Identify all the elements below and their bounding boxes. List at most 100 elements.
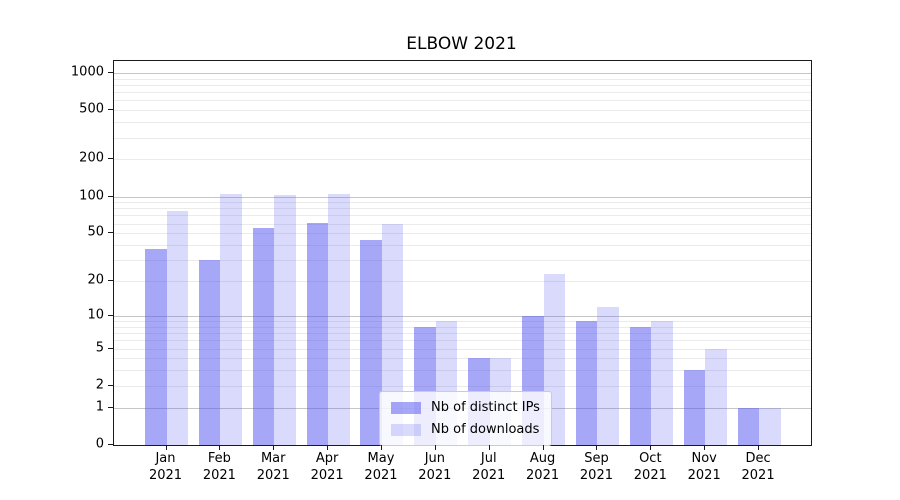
y-tick-mark xyxy=(108,109,113,111)
x-tick-mark xyxy=(219,445,221,450)
x-tick-month: Aug xyxy=(529,451,556,466)
bar-nb-of-distinct-ips xyxy=(252,228,275,445)
legend-label: Nb of distinct IPs xyxy=(431,400,540,415)
gridline-minor xyxy=(114,92,811,94)
gridline-minor xyxy=(114,122,811,124)
legend-label: Nb of downloads xyxy=(431,422,540,437)
plot-area: Nb of distinct IPs Nb of downloads xyxy=(113,60,812,446)
x-axis-tick-label: Jul 2021 xyxy=(454,451,524,485)
gridline-major xyxy=(114,73,811,74)
gridline-minor xyxy=(114,137,811,139)
x-tick-year: 2021 xyxy=(418,467,452,483)
y-tick-mark xyxy=(108,72,113,73)
x-axis-tick-label: Oct 2021 xyxy=(615,451,685,485)
x-axis-tick-label: May 2021 xyxy=(346,451,416,485)
x-tick-mark xyxy=(273,445,275,450)
bar-nb-of-downloads xyxy=(274,195,296,445)
x-tick-month: Apr xyxy=(315,451,339,466)
x-tick-month: Jun xyxy=(424,451,445,466)
bar-nb-of-downloads xyxy=(220,193,242,445)
x-tick-year: 2021 xyxy=(472,467,506,483)
gridline-minor xyxy=(114,385,811,387)
y-axis-tick-label: 50 xyxy=(87,224,104,240)
x-tick-mark xyxy=(165,445,167,450)
legend-item: Nb of distinct IPs xyxy=(391,400,540,415)
x-tick-year: 2021 xyxy=(687,467,721,483)
x-tick-month: Dec xyxy=(745,451,771,466)
bar-nb-of-distinct-ips xyxy=(360,240,382,445)
y-tick-mark xyxy=(108,314,113,316)
y-axis-tick-label: 5 xyxy=(95,340,104,356)
gridline-minor xyxy=(114,358,811,360)
x-tick-year: 2021 xyxy=(364,467,398,483)
gridline-minor xyxy=(114,281,811,283)
y-tick-mark xyxy=(108,195,113,197)
x-tick-month: Jan xyxy=(155,451,176,466)
gridline-minor xyxy=(114,100,811,102)
gridline-minor xyxy=(114,208,811,210)
y-tick-mark xyxy=(108,444,113,445)
x-tick-mark xyxy=(542,445,544,450)
y-tick-mark xyxy=(108,384,113,386)
x-tick-mark xyxy=(650,445,652,450)
x-tick-month: May xyxy=(367,451,395,466)
gridline-minor xyxy=(114,370,811,372)
legend-swatch xyxy=(391,401,421,414)
x-tick-mark xyxy=(758,445,760,450)
bar-nb-of-distinct-ips xyxy=(198,260,221,445)
bar-nb-of-distinct-ips xyxy=(306,222,329,445)
bar-nb-of-distinct-ips xyxy=(575,321,598,445)
gridline-minor xyxy=(114,85,811,86)
x-axis-tick-label: Dec 2021 xyxy=(723,451,793,485)
legend-item: Nb of downloads xyxy=(391,422,540,437)
y-axis-tick-label: 2 xyxy=(95,377,104,393)
bar-nb-of-downloads xyxy=(328,194,350,445)
chart-title: ELBOW 2021 xyxy=(406,34,517,54)
x-tick-year: 2021 xyxy=(148,467,183,483)
x-axis-tick-label: Nov 2021 xyxy=(669,451,739,485)
y-axis-tick-label: 20 xyxy=(87,272,104,288)
x-tick-month: Feb xyxy=(207,451,231,466)
gridline-major xyxy=(114,196,811,198)
x-axis-tick-label: Feb 2021 xyxy=(184,451,254,485)
gridline-minor xyxy=(114,159,811,161)
y-tick-mark xyxy=(108,347,113,349)
x-tick-year: 2021 xyxy=(526,467,560,483)
x-axis-tick-label: Aug 2021 xyxy=(508,451,578,485)
gridline-minor xyxy=(114,215,811,217)
gridline-minor xyxy=(114,326,811,328)
bar-nb-of-downloads xyxy=(705,348,727,445)
y-axis-tick-label: 200 xyxy=(79,150,104,166)
x-tick-month: Mar xyxy=(260,451,286,466)
x-tick-year: 2021 xyxy=(741,467,775,483)
y-axis-tick-label: 500 xyxy=(79,101,104,117)
gridline-minor xyxy=(114,78,811,80)
y-axis-tick-label: 10 xyxy=(87,307,104,323)
y-tick-mark xyxy=(108,232,113,234)
gridline-minor xyxy=(114,333,811,335)
bar-nb-of-downloads xyxy=(759,407,781,445)
gridline-minor xyxy=(114,321,811,323)
x-axis-tick-label: Jan 2021 xyxy=(131,451,201,485)
x-axis-tick-label: Jun 2021 xyxy=(400,451,470,485)
y-axis-tick-label: 100 xyxy=(79,188,104,203)
x-tick-year: 2021 xyxy=(256,467,290,483)
x-tick-year: 2021 xyxy=(579,467,613,483)
x-tick-month: Jul xyxy=(480,451,497,466)
x-tick-month: Nov xyxy=(691,451,717,466)
y-axis-tick-label: 1000 xyxy=(70,64,104,80)
bar-nb-of-downloads xyxy=(166,211,188,445)
bar-nb-of-distinct-ips xyxy=(683,370,706,445)
y-axis-tick-label: 1 xyxy=(95,399,104,415)
gridline-minor xyxy=(114,202,811,204)
x-tick-mark xyxy=(704,445,706,450)
gridline-minor xyxy=(114,223,811,225)
x-tick-mark xyxy=(327,445,329,450)
y-tick-mark xyxy=(108,280,113,282)
x-tick-year: 2021 xyxy=(202,467,236,483)
x-tick-month: Oct xyxy=(639,451,662,466)
gridline-minor xyxy=(114,348,811,350)
legend: Nb of distinct IPs Nb of downloads xyxy=(379,391,552,446)
gridline-minor xyxy=(114,233,811,235)
